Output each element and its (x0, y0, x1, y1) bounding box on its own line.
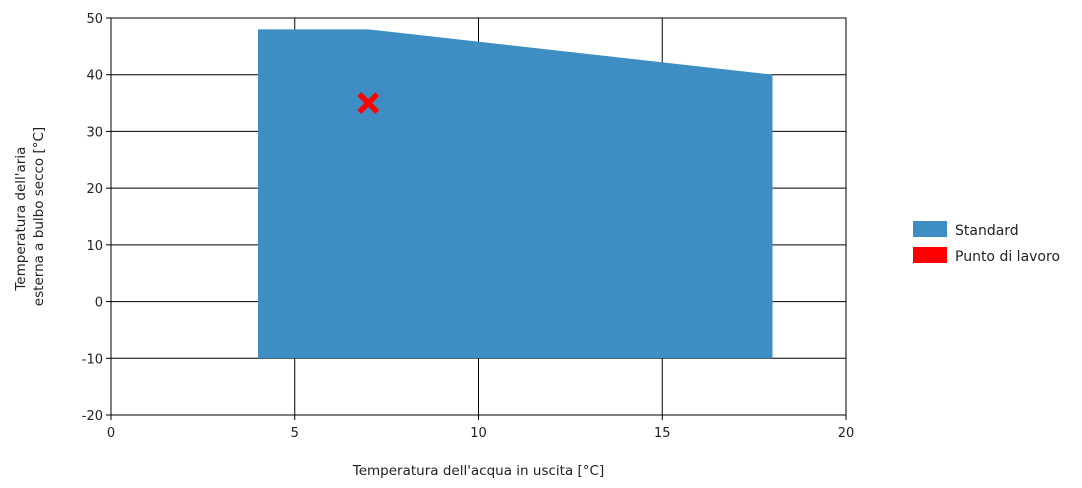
y-tick-label: 30 (86, 125, 103, 140)
y-tick-label: 40 (86, 69, 103, 84)
y-axis-title: Temperatura dell'aria esterna a bulbo se… (13, 127, 47, 306)
axes: 0 5 10 15 20 -20 -10 0 10 20 30 40 50 (82, 12, 855, 441)
y-tick-label: -10 (82, 352, 103, 367)
envelope-area-standard (258, 29, 773, 359)
y-tick-label: 10 (86, 239, 103, 254)
working-point-marker (357, 92, 380, 115)
x-tick-label: 10 (470, 426, 487, 441)
x-tick-label: 15 (654, 426, 671, 441)
y-axis-title-line-2: esterna a bulbo secco [°C] (31, 127, 47, 306)
legend-label: Punto di lavoro (955, 249, 1060, 265)
legend-label: Standard (955, 223, 1019, 239)
y-tick-label: 50 (86, 12, 103, 27)
x-axis-title: Temperatura dell'acqua in uscita [°C] (352, 463, 604, 479)
y-tick-label: 20 (86, 182, 103, 197)
y-tick-label: 0 (95, 296, 103, 311)
legend: Standard Punto di lavoro (913, 221, 1060, 265)
y-tick-label: -20 (82, 409, 103, 424)
legend-swatch (913, 221, 947, 237)
x-tick-label: 20 (838, 426, 855, 441)
working-point-stroke-b (357, 92, 380, 115)
x-tick-label: 5 (291, 426, 299, 441)
y-axis-title-line-1: Temperatura dell'aria (13, 147, 29, 292)
x-tick-label: 0 (107, 426, 115, 441)
legend-swatch (913, 247, 947, 263)
plot-series (258, 29, 773, 359)
